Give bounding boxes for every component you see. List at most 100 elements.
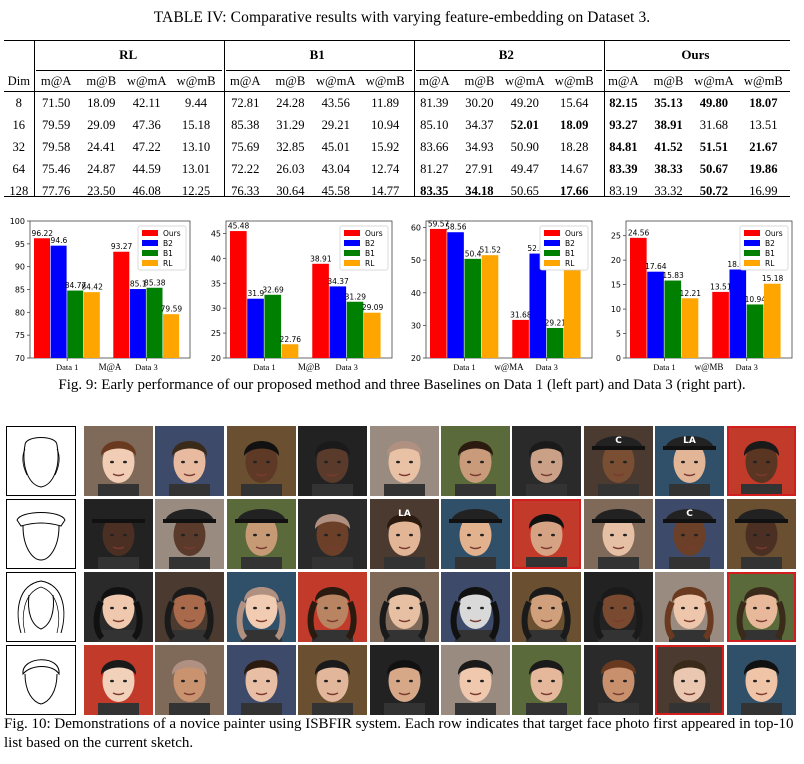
- legend-swatch: [344, 240, 360, 246]
- face-outline-sketch: [6, 426, 76, 496]
- face-photo: [155, 572, 225, 642]
- face-portrait-icon: [740, 660, 782, 715]
- table-cell: 79.58: [41, 139, 71, 154]
- face-photo: [226, 499, 296, 569]
- bar-rl: [763, 283, 781, 358]
- bar-data-label: 29.09: [362, 303, 384, 312]
- dim-cell: 32: [12, 139, 26, 154]
- table-cell: 49.47: [510, 161, 539, 176]
- bar-data-label: 34.37: [327, 277, 349, 286]
- face-photo: [441, 426, 510, 496]
- face-portrait-icon: [165, 587, 214, 642]
- face-photo: [369, 426, 439, 496]
- face-portrait-icon: [526, 441, 568, 496]
- table-cell: 50.90: [510, 139, 539, 154]
- bar-data-label: 51.52: [480, 246, 502, 255]
- table-cell: 16.99: [749, 183, 778, 198]
- table-cell: 9.44: [185, 95, 208, 110]
- bar-b1: [264, 294, 282, 358]
- face-portrait-icon: [312, 660, 354, 715]
- metric-header: w@mA: [315, 73, 356, 88]
- face-photo: [298, 426, 368, 496]
- face-photo: [369, 572, 439, 642]
- bar-data-label: 31.68: [510, 310, 532, 319]
- table-cell: 79.59: [41, 117, 71, 132]
- legend-swatch: [344, 230, 360, 236]
- metric-header: m@A: [40, 73, 72, 88]
- target-face-photo: [726, 426, 796, 496]
- group-header-rl: RL: [119, 47, 138, 62]
- table-cell: 49.80: [699, 95, 729, 110]
- face-photo: [84, 426, 153, 496]
- metric-header: m@B: [464, 73, 495, 88]
- legend-swatch: [744, 230, 760, 236]
- face-portrait-icon: [93, 587, 143, 642]
- table-cell: 81.27: [420, 161, 449, 176]
- face-photo: [369, 645, 439, 715]
- bar-rl: [681, 298, 699, 358]
- x-category-label: Data 1: [453, 362, 475, 372]
- legend-entry: B1: [565, 249, 575, 258]
- face-photo: [655, 572, 725, 642]
- face-portrait-icon: [593, 587, 643, 642]
- face-portrait-icon: [740, 441, 782, 496]
- table-cell: 52.01: [510, 117, 539, 132]
- y-tick-label: 20: [211, 354, 221, 363]
- legend-entry: RL: [365, 259, 375, 268]
- table-cell: 23.50: [87, 183, 116, 198]
- y-tick-label: 50: [411, 256, 421, 265]
- bar-ours: [430, 228, 447, 358]
- table-top-rule: [4, 40, 790, 41]
- table-cell: 82.15: [609, 95, 638, 110]
- bar-data-label: 59.57: [428, 219, 450, 228]
- bar-b2: [50, 245, 67, 358]
- face-portrait-icon: [597, 660, 639, 715]
- bar-data-label: 85.38: [144, 278, 166, 287]
- table-cell: 18.28: [560, 139, 589, 154]
- table-cell: 30.20: [465, 95, 494, 110]
- table-cell: 45.01: [321, 139, 350, 154]
- table-cell: 72.81: [231, 95, 260, 110]
- x-category-label: Data 3: [536, 362, 558, 372]
- bar-b2: [729, 269, 747, 358]
- table-cell: 15.92: [370, 139, 400, 154]
- table-cell: 38.91: [654, 117, 683, 132]
- bar-data-label: 94.6: [51, 236, 68, 245]
- table-cell: 29.21: [321, 117, 350, 132]
- table-col-divider: [414, 40, 415, 196]
- legend-entry: B2: [365, 239, 375, 248]
- face-portrait-icon: [240, 441, 282, 496]
- long-hair-sketch: [6, 572, 76, 642]
- table-cell: 84.81: [609, 139, 638, 154]
- table-cell: 81.39: [420, 95, 449, 110]
- legend-swatch: [142, 240, 158, 246]
- table-cell: 51.51: [699, 139, 729, 154]
- y-tick-label: 30: [211, 304, 221, 313]
- face-portrait-icon: [307, 587, 357, 642]
- group-header-b2: B2: [498, 47, 514, 62]
- bar-b1: [67, 290, 84, 358]
- face-photo: C: [655, 499, 725, 569]
- table-cell: 12.25: [181, 183, 211, 198]
- legend-swatch: [344, 250, 360, 256]
- table-row: 128 77.76 23.50 46.08 12.25 76.33 30.64 45.58 14…: [4, 180, 790, 202]
- table-bottom-rule: [4, 196, 790, 197]
- face-photo: [512, 645, 582, 715]
- face-photo: [583, 645, 653, 715]
- face-portrait-icon: [169, 660, 211, 715]
- table-cell: 49.20: [510, 95, 539, 110]
- table-cell: 47.22: [132, 139, 161, 154]
- face-photo: [583, 499, 653, 569]
- face-photo: [155, 645, 225, 715]
- y-tick-label: 40: [211, 254, 221, 263]
- table-cell: 83.66: [420, 139, 449, 154]
- face-photo: [226, 572, 296, 642]
- legend-entry: Ours: [163, 229, 181, 238]
- table-cell: 31.29: [276, 117, 305, 132]
- table-cell: 85.10: [420, 117, 449, 132]
- bar-b1: [664, 280, 682, 358]
- y-tick-label: 15: [611, 281, 621, 290]
- legend-entry: B1: [163, 249, 173, 258]
- bar-data-label: 96.22: [32, 229, 54, 238]
- table-cell: 14.77: [370, 183, 400, 198]
